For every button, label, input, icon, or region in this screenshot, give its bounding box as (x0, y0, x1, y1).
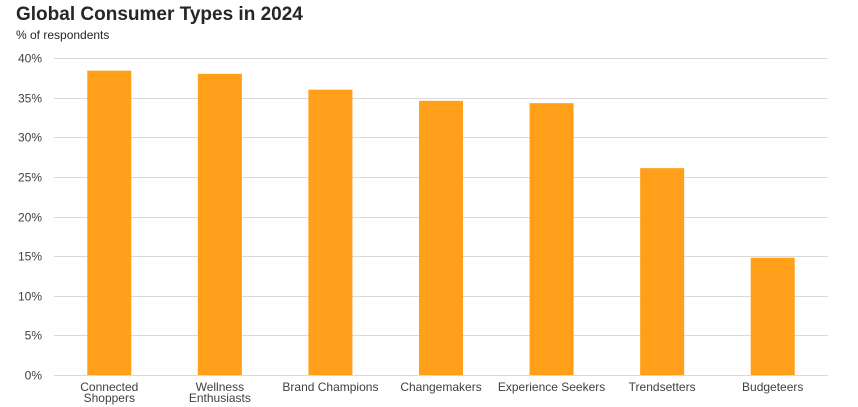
bar (87, 70, 132, 376)
y-tick-label: 40% (18, 52, 42, 66)
chart-subtitle: % of respondents (16, 28, 110, 42)
bars (87, 70, 795, 376)
y-tick-label: 5% (25, 329, 43, 343)
bar (197, 73, 242, 375)
x-tick-label: Brand Champions (282, 380, 378, 394)
bar (750, 257, 795, 375)
x-tick-label: Budgeteers (742, 380, 803, 394)
bar (640, 168, 685, 375)
x-axis-labels: Connected Shoppers Wellness Enthusiasts Bran… (80, 380, 803, 405)
bar (529, 103, 574, 376)
y-tick-label: 35% (18, 92, 42, 106)
y-tick-label: 0% (25, 369, 43, 383)
y-tick-label: 20% (18, 211, 42, 225)
x-tick-label: Changemakers (400, 380, 481, 394)
chart-title: Global Consumer Types in 2024 (16, 4, 303, 25)
x-tick-label: Connected Shoppers (80, 380, 138, 405)
x-tick-label: Wellness Enthusiasts (189, 380, 251, 405)
x-tick-label: Experience Seekers (498, 380, 605, 394)
bar (308, 89, 353, 375)
y-tick-label: 30% (18, 131, 42, 145)
y-tick-label: 10% (18, 290, 42, 304)
y-axis-ticks: 0% 5% 10% 15% 20% 25% 30% 35% 40% (18, 52, 42, 383)
y-tick-label: 15% (18, 250, 42, 264)
x-tick-label: Trendsetters (629, 380, 696, 394)
bar (419, 100, 463, 376)
y-tick-label: 25% (18, 171, 42, 185)
